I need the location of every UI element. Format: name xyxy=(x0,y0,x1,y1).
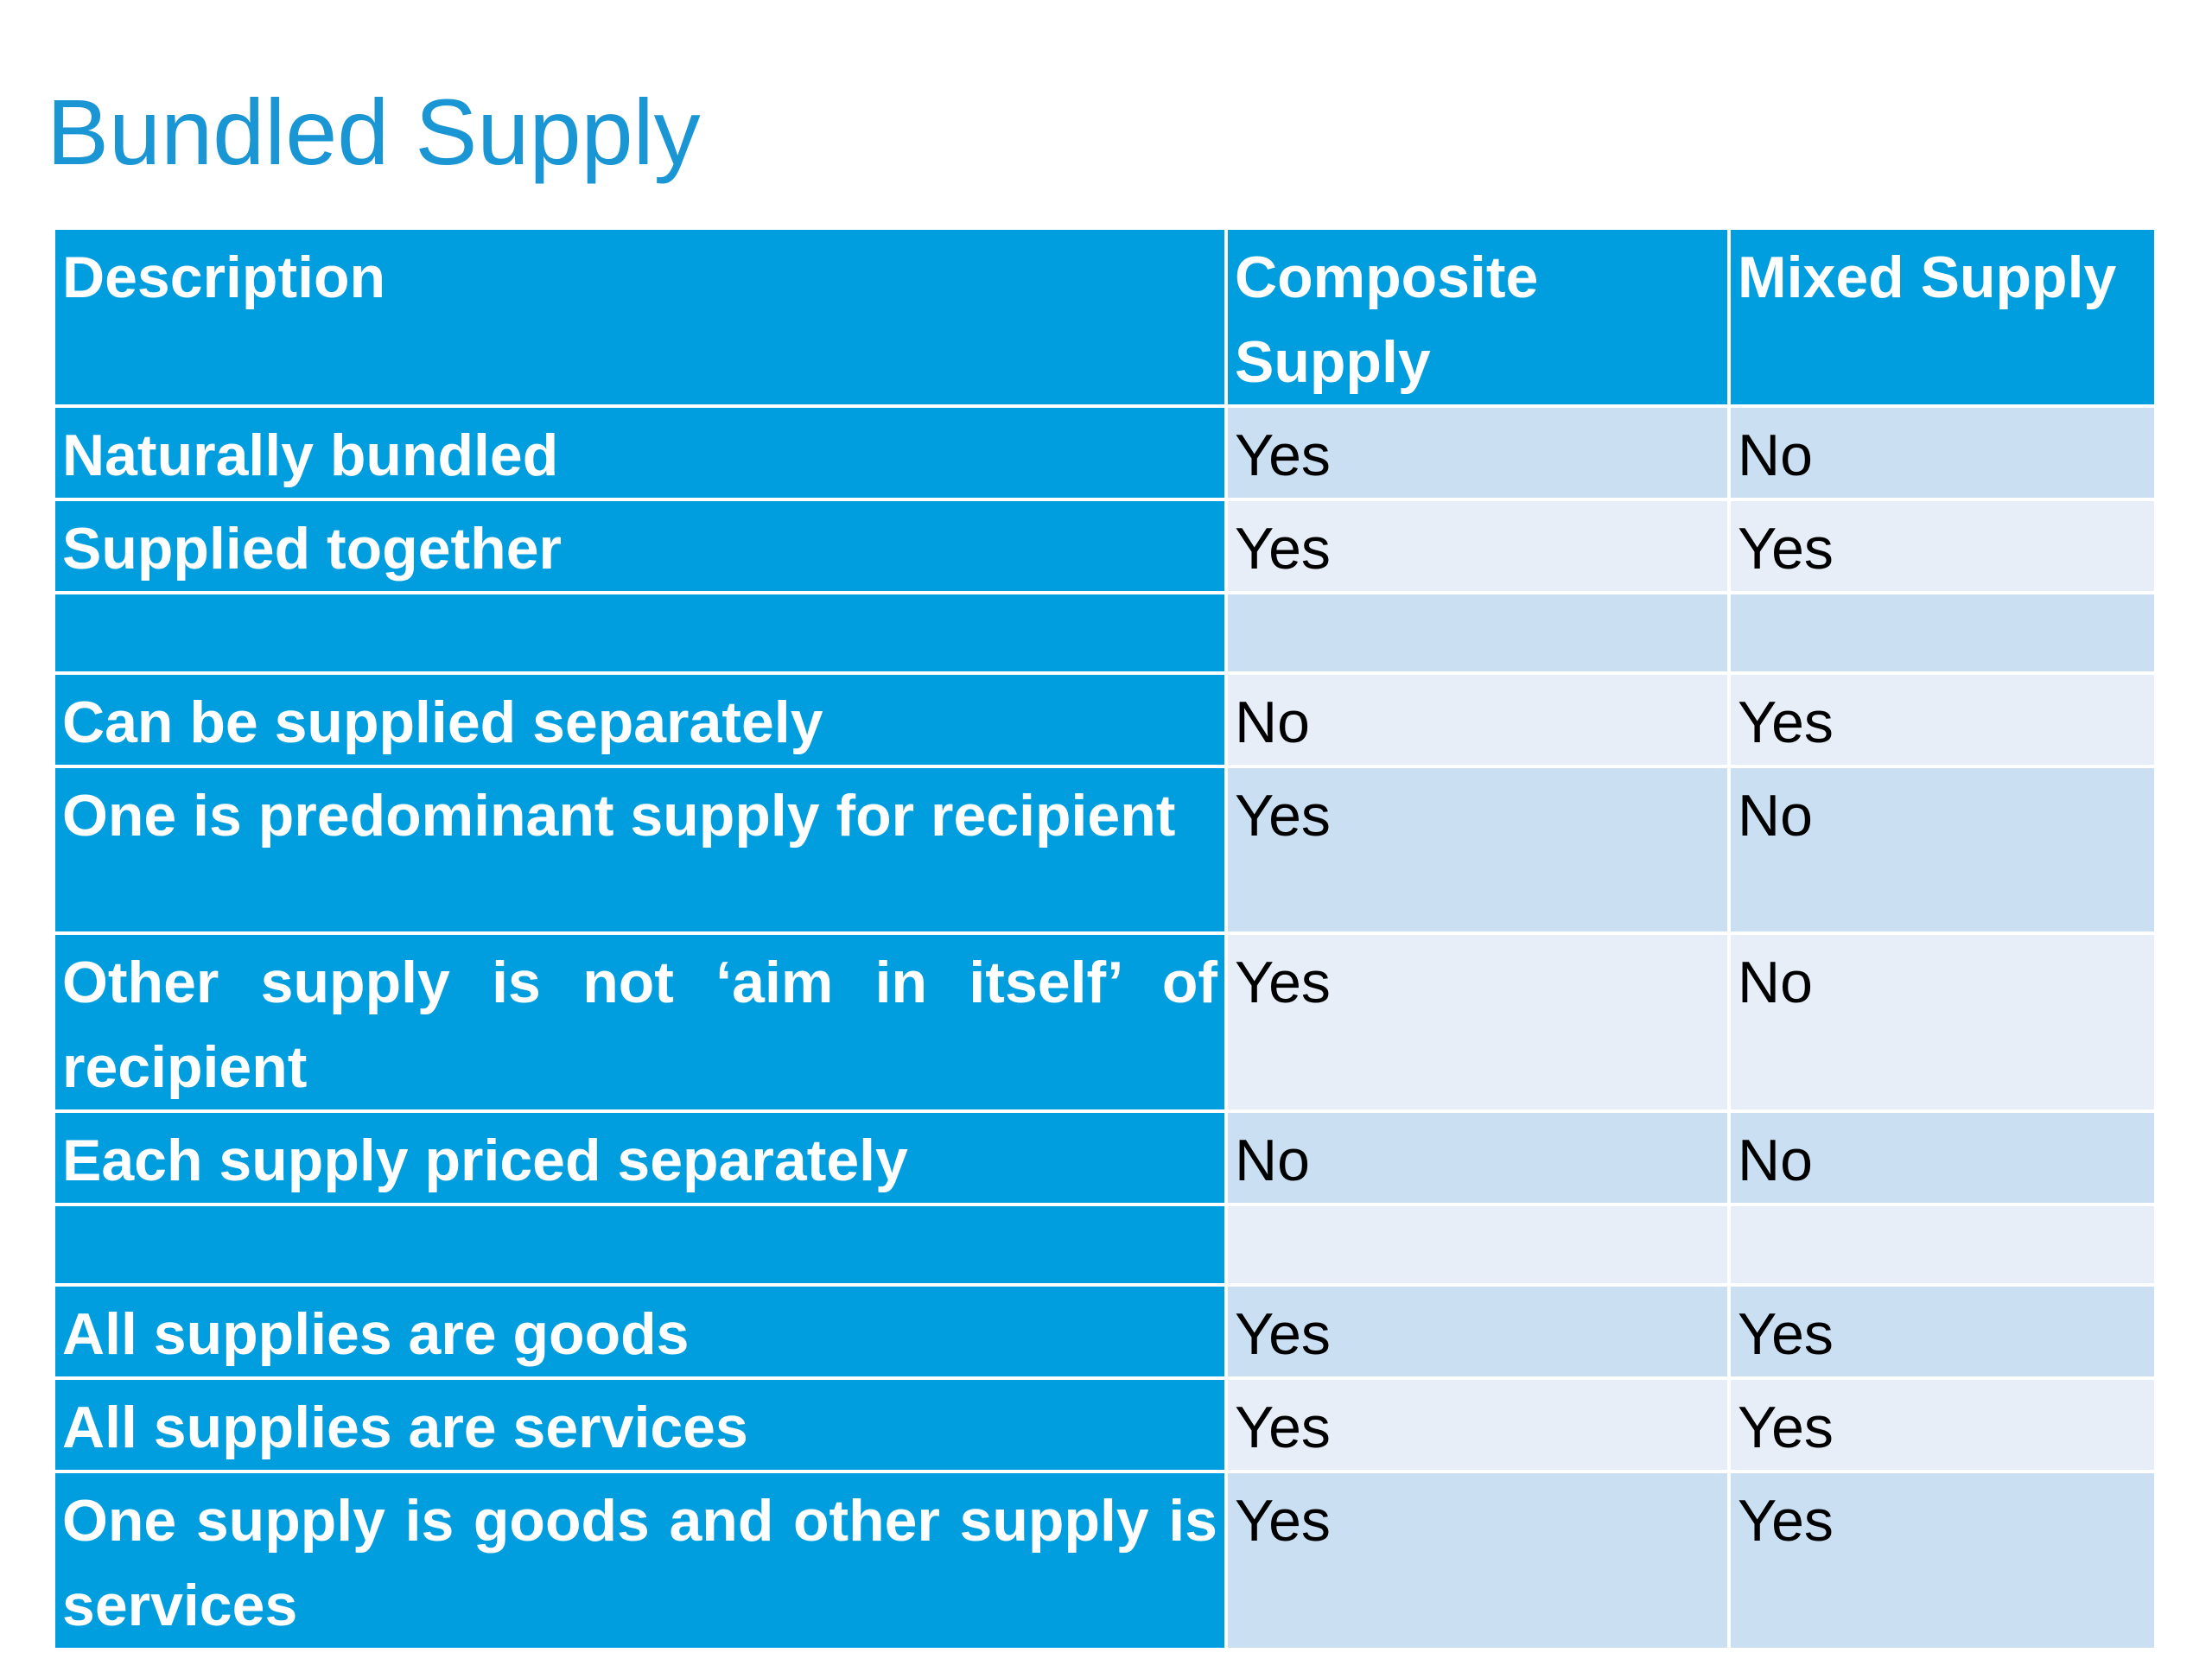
row-composite-value: Yes xyxy=(1224,1283,1731,1380)
row-composite-value: No xyxy=(1224,1109,1731,1206)
row-mixed-value: No xyxy=(1727,404,2158,501)
row-description: Other supply is not ‘aim in itself’ of r… xyxy=(52,931,1228,1113)
row-description: One is predominant supply for recipient xyxy=(52,765,1228,935)
table-row: One is predominant supply for recipient … xyxy=(52,765,2158,935)
table-row: All supplies are goods Yes Yes xyxy=(52,1283,2158,1380)
row-composite-value: Yes xyxy=(1224,931,1731,1113)
row-mixed-value: Yes xyxy=(1727,1283,2158,1380)
row-composite-value xyxy=(1224,591,1731,675)
row-description xyxy=(52,591,1228,675)
row-composite-value: Yes xyxy=(1224,765,1731,935)
header-description: Description xyxy=(52,226,1228,408)
row-mixed-value xyxy=(1727,591,2158,675)
row-composite-value: Yes xyxy=(1224,1470,1731,1651)
table-row-empty xyxy=(52,591,2158,675)
row-composite-value xyxy=(1224,1203,1731,1287)
table-row: All supplies are services Yes Yes xyxy=(52,1376,2158,1473)
row-description: Can be supplied separately xyxy=(52,671,1228,768)
comparison-table: Description Composite Supply Mixed Suppl… xyxy=(52,226,2158,1651)
header-composite-supply: Composite Supply xyxy=(1224,226,1731,408)
row-description: One supply is goods and other supply is … xyxy=(52,1470,1228,1651)
header-mixed-supply: Mixed Supply xyxy=(1727,226,2158,408)
row-description: Naturally bundled xyxy=(52,404,1228,501)
table-row: Supplied together Yes Yes xyxy=(52,498,2158,594)
slide-title: Bundled Supply xyxy=(47,79,701,184)
row-mixed-value: No xyxy=(1727,765,2158,935)
row-description: Supplied together xyxy=(52,498,1228,594)
row-mixed-value: Yes xyxy=(1727,671,2158,768)
table-header-row: Description Composite Supply Mixed Suppl… xyxy=(52,226,2158,408)
table-row-empty xyxy=(52,1203,2158,1287)
row-mixed-value: No xyxy=(1727,1109,2158,1206)
row-mixed-value: Yes xyxy=(1727,498,2158,594)
row-description: All supplies are goods xyxy=(52,1283,1228,1380)
row-composite-value: Yes xyxy=(1224,498,1731,594)
row-composite-value: Yes xyxy=(1224,1376,1731,1473)
row-composite-value: Yes xyxy=(1224,404,1731,501)
table-row: Naturally bundled Yes No xyxy=(52,404,2158,501)
row-mixed-value: Yes xyxy=(1727,1470,2158,1651)
row-mixed-value xyxy=(1727,1203,2158,1287)
table-row: Each supply priced separately No No xyxy=(52,1109,2158,1206)
table-row: Other supply is not ‘aim in itself’ of r… xyxy=(52,931,2158,1113)
row-description xyxy=(52,1203,1228,1287)
table-row: One supply is goods and other supply is … xyxy=(52,1470,2158,1651)
row-description: Each supply priced separately xyxy=(52,1109,1228,1206)
row-mixed-value: No xyxy=(1727,931,2158,1113)
table-row: Can be supplied separately No Yes xyxy=(52,671,2158,768)
row-description: All supplies are services xyxy=(52,1376,1228,1473)
row-mixed-value: Yes xyxy=(1727,1376,2158,1473)
row-composite-value: No xyxy=(1224,671,1731,768)
